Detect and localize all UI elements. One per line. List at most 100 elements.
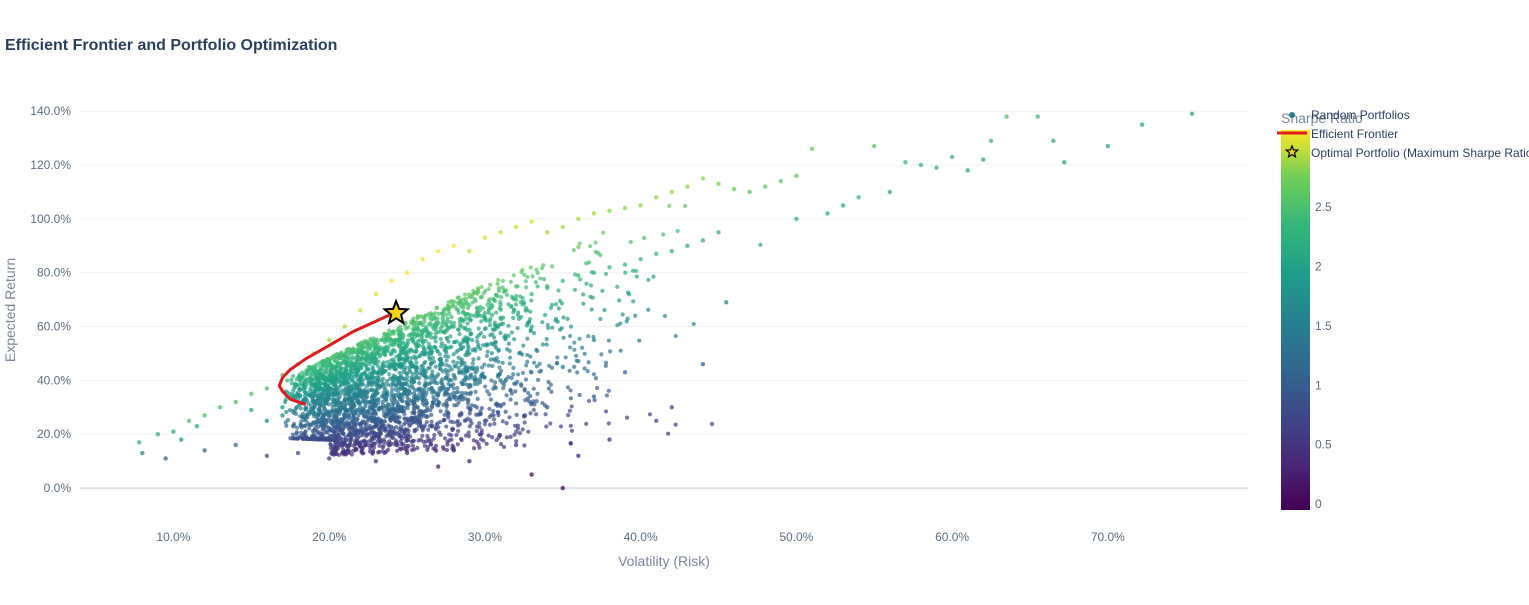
portfolio-point [529,292,534,297]
portfolio-point [543,412,548,417]
portfolio-point [498,402,503,408]
portfolio-point [440,444,446,450]
portfolio-point [700,238,706,243]
portfolio-point [489,412,494,418]
portfolio-point [440,377,445,382]
portfolio-point [568,396,573,401]
portfolio-point [500,419,505,424]
portfolio-point [513,423,518,428]
portfolio-point [630,268,636,273]
portfolio-point [337,365,342,370]
portfolio-point [358,308,363,313]
portfolio-point [529,472,534,477]
portfolio-point [406,432,411,437]
portfolio-point [499,295,504,300]
portfolio-point [412,354,417,359]
portfolio-point [338,417,343,422]
portfolio-point [593,376,599,381]
portfolio-point [518,382,524,387]
portfolio-point [467,458,472,464]
portfolio-point [445,304,450,309]
portfolio-point [578,277,583,282]
y-tick-label: 80.0% [37,266,71,280]
portfolio-point [264,386,270,391]
portfolio-point [408,347,413,352]
portfolio-point [576,216,581,222]
legend-item-efficient-frontier[interactable]: Efficient Frontier [1277,127,1398,141]
portfolio-point [482,362,487,367]
portfolio-point [1105,143,1111,149]
portfolio-point [480,371,485,376]
portfolio-point [433,335,438,340]
portfolio-point [591,337,597,343]
portfolio-point [474,412,479,417]
portfolio-point [457,331,462,337]
portfolio-point [522,387,527,392]
portfolio-point [565,385,571,390]
portfolio-point [598,316,603,322]
portfolio-point [588,294,593,299]
portfolio-point [586,360,591,365]
portfolio-point [500,321,506,326]
portfolio-point [514,401,519,406]
portfolio-point [391,348,396,353]
portfolio-point [576,273,581,278]
portfolio-point [346,346,351,352]
frontier-layer [277,309,400,407]
portfolio-point [420,337,425,343]
portfolio-point [549,389,554,394]
portfolio-point [163,456,168,461]
portfolio-point [451,390,456,395]
portfolio-point [559,326,564,331]
portfolio-point [373,356,379,362]
portfolio-point [622,205,628,211]
portfolio-point [308,386,313,391]
portfolio-point [486,286,491,292]
portfolio-point [389,351,394,356]
portfolio-point [264,418,270,423]
portfolio-point [475,339,480,344]
portfolio-point [291,421,297,426]
portfolio-point [949,154,955,160]
portfolio-point [541,263,546,268]
portfolio-point [654,251,659,257]
portfolio-point [331,353,336,358]
portfolio-point [565,316,570,321]
portfolio-point [758,242,763,247]
portfolio-point [483,384,488,389]
portfolio-point [625,316,630,321]
portfolio-point [406,325,411,330]
portfolio-point [407,367,412,373]
portfolio-point [511,273,516,278]
portfolio-point [615,284,620,289]
portfolio-point [633,313,638,318]
portfolio-point [525,274,530,280]
portfolio-point [452,320,457,326]
portfolio-point [249,391,254,397]
portfolio-point [528,327,533,332]
colorbar-tick-label: 1.5 [1315,319,1332,333]
portfolio-point [506,323,511,328]
portfolio-point [546,386,552,391]
portfolio-point [384,378,390,384]
portfolio-point [484,441,489,446]
legend-item-optimal-portfolio[interactable]: Optimal Portfolio (Maximum Sharpe Ratio) [1284,144,1529,160]
portfolio-point [523,279,528,284]
portfolio-point [376,396,381,402]
portfolio-point [397,370,402,375]
portfolio-point [487,392,492,397]
portfolio-point [501,444,507,450]
portfolio-point [561,315,566,320]
portfolio-point [522,420,527,425]
portfolio-point [482,310,488,316]
legend-item-random-portfolios[interactable]: Random Portfolios [1289,108,1410,122]
portfolio-point [588,283,594,288]
portfolio-point [358,361,363,366]
portfolio-point [577,392,582,398]
portfolio-point [387,439,392,444]
portfolio-point [534,399,539,404]
portfolio-point [965,168,970,173]
portfolio-point [426,427,431,432]
portfolio-point [489,351,494,356]
portfolio-point [673,333,678,339]
